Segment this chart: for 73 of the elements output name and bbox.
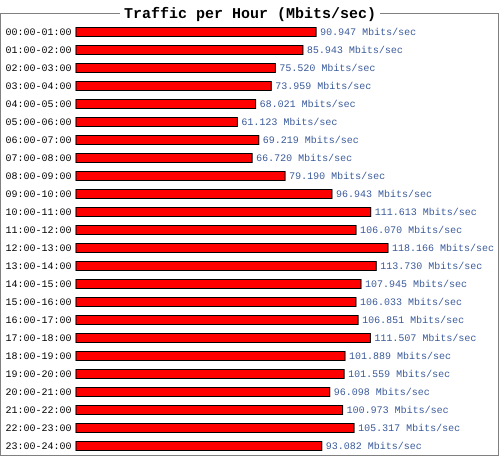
- bar: [76, 261, 377, 271]
- y-tick-label: 10:00-11:00: [5, 208, 72, 219]
- y-tick-label: 17:00-18:00: [5, 334, 72, 345]
- bar: [76, 279, 362, 289]
- bar: [76, 27, 317, 37]
- data-label: 69.219 Mbits/sec: [262, 135, 359, 147]
- data-label: 100.973 Mbits/sec: [346, 405, 449, 417]
- y-tick-label: 09:00-10:00: [5, 190, 72, 201]
- y-tick-label: 20:00-21:00: [5, 388, 72, 399]
- bar: [76, 207, 372, 217]
- y-tick-label: 11:00-12:00: [5, 226, 72, 237]
- data-label: 118.166 Mbits/sec: [392, 243, 494, 255]
- y-tick-label: 19:00-20:00: [5, 370, 72, 381]
- data-label: 113.730 Mbits/sec: [380, 261, 482, 273]
- bar: [76, 315, 359, 325]
- bar: [76, 387, 330, 397]
- bar: [76, 99, 256, 109]
- y-tick-label: 15:00-16:00: [5, 298, 72, 309]
- data-label: 111.613 Mbits/sec: [374, 207, 477, 219]
- data-label: 85.943 Mbits/sec: [306, 45, 403, 57]
- bar: [76, 369, 345, 379]
- data-label: 93.082 Mbits/sec: [326, 441, 422, 453]
- bar: [76, 189, 332, 199]
- bar: [76, 171, 286, 181]
- data-label: 90.947 Mbits/sec: [320, 27, 416, 39]
- bar: [76, 297, 356, 307]
- bar: [76, 441, 322, 451]
- y-tick-label: 01:00-02:00: [5, 46, 72, 57]
- data-label: 73.959 Mbits/sec: [275, 81, 372, 93]
- bar: [76, 243, 388, 253]
- y-tick-label: 06:00-07:00: [5, 136, 72, 147]
- bar: [76, 153, 253, 163]
- data-label: 68.021 Mbits/sec: [260, 99, 356, 111]
- data-label: 101.559 Mbits/sec: [348, 369, 450, 381]
- data-label: 79.190 Mbits/sec: [289, 171, 386, 183]
- bar: [76, 351, 346, 361]
- y-tick-label: 16:00-17:00: [5, 316, 72, 327]
- data-label: 106.033 Mbits/sec: [360, 297, 462, 309]
- data-label: 75.520 Mbits/sec: [279, 63, 376, 75]
- data-label: 106.851 Mbits/sec: [362, 315, 464, 327]
- y-tick-label: 02:00-03:00: [5, 64, 72, 75]
- bar: [76, 225, 357, 235]
- data-label: 111.507 Mbits/sec: [374, 333, 476, 345]
- y-tick-label: 07:00-08:00: [5, 154, 72, 165]
- data-label: 66.720 Mbits/sec: [256, 153, 352, 165]
- y-tick-label: 04:00-05:00: [5, 100, 72, 111]
- y-tick-label: 13:00-14:00: [5, 262, 72, 273]
- y-tick-label: 23:00-24:00: [5, 442, 72, 453]
- data-label: 107.945 Mbits/sec: [365, 279, 468, 291]
- data-label: 101.889 Mbits/sec: [349, 351, 452, 363]
- bar: [76, 135, 260, 145]
- chart-title: Traffic per Hour (Mbits/sec): [124, 6, 376, 23]
- bar: [76, 81, 272, 91]
- data-label: 96.943 Mbits/sec: [336, 189, 432, 201]
- y-tick-label: 12:00-13:00: [5, 244, 72, 255]
- bar: [76, 333, 371, 343]
- bar: [76, 405, 344, 415]
- y-tick-label: 18:00-19:00: [5, 352, 72, 363]
- y-tick-label: 21:00-22:00: [5, 406, 72, 417]
- data-label: 106.070 Mbits/sec: [360, 225, 462, 237]
- bar: [76, 45, 304, 55]
- bar: [76, 63, 276, 73]
- y-tick-label: 00:00-01:00: [5, 28, 72, 39]
- y-tick-label: 05:00-06:00: [5, 118, 72, 129]
- bar: [76, 117, 238, 127]
- bar: [76, 423, 355, 433]
- y-tick-label: 22:00-23:00: [5, 424, 72, 435]
- data-label: 105.317 Mbits/sec: [358, 423, 460, 435]
- y-tick-label: 14:00-15:00: [5, 280, 72, 291]
- y-tick-label: 03:00-04:00: [5, 82, 72, 93]
- data-label: 61.123 Mbits/sec: [241, 117, 338, 129]
- data-label: 96.098 Mbits/sec: [334, 387, 430, 399]
- y-tick-label: 08:00-09:00: [5, 172, 72, 183]
